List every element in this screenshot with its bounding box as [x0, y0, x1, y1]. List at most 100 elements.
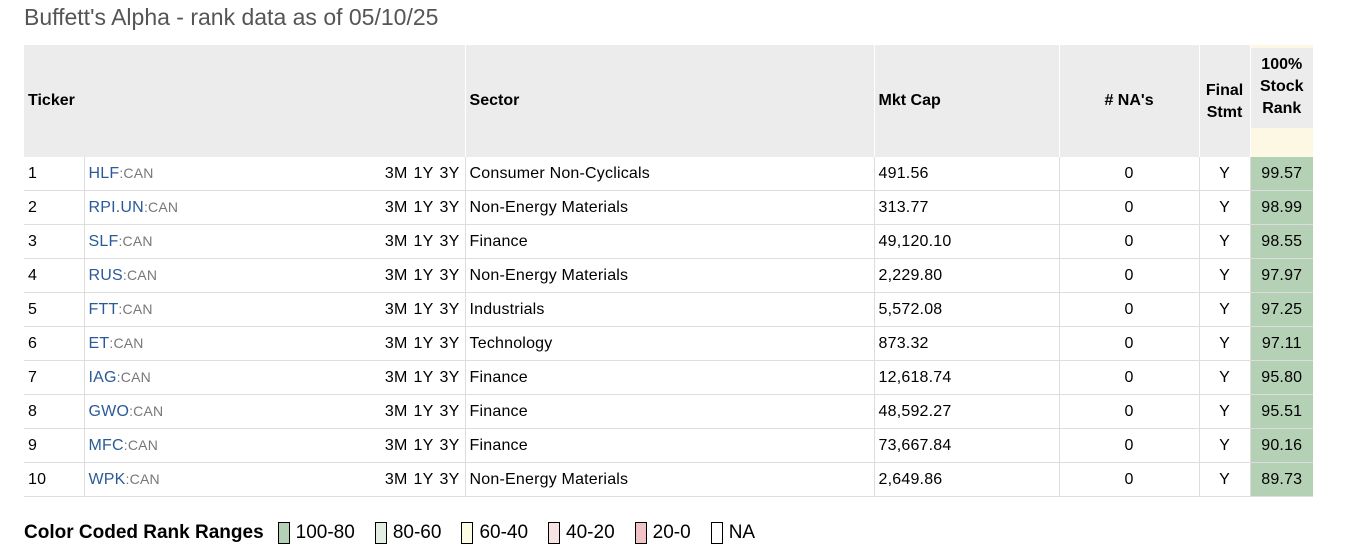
row-number: 4	[24, 258, 84, 293]
period-link-3m[interactable]: 3M	[384, 403, 408, 420]
period-link-3m[interactable]: 3M	[384, 301, 408, 318]
header-nas[interactable]: # NA's	[1058, 45, 1200, 157]
header-sector[interactable]: Sector	[464, 45, 875, 157]
sector-cell: Industrials	[464, 292, 875, 327]
period-link-3y[interactable]: 3Y	[439, 199, 460, 216]
period-links: 3M 1Y 3Y	[385, 199, 460, 217]
header-rank-line2: Stock	[1259, 78, 1304, 95]
sector-cell: Technology	[464, 326, 875, 361]
sector-cell: Non-Energy Materials	[464, 258, 875, 293]
exchange-label: :CAN	[125, 470, 160, 487]
period-link-1y[interactable]: 1Y	[413, 233, 434, 250]
sector-cell: Non-Energy Materials	[464, 190, 875, 225]
header-mktcap[interactable]: Mkt Cap	[873, 45, 1060, 157]
table-row: 7 IAG:CAN 3M 1Y 3Y Finance 12,618.74 0 Y 95.80	[24, 360, 1314, 395]
row-number: 5	[24, 292, 84, 327]
final-stmt-cell: Y	[1198, 224, 1251, 259]
header-final-line1: Final	[1205, 82, 1244, 99]
table-row: 2 RPI.UN:CAN 3M 1Y 3Y Non-Energy Materials 313…	[24, 190, 1314, 225]
period-link-1y[interactable]: 1Y	[413, 369, 434, 386]
ticker-link[interactable]: RPI.UN	[88, 198, 144, 216]
ticker-link[interactable]: RUS	[88, 266, 123, 284]
stock-rank-cell: 99.57	[1249, 157, 1314, 191]
period-link-3m[interactable]: 3M	[384, 437, 408, 454]
period-link-3y[interactable]: 3Y	[439, 301, 460, 318]
ticker-link[interactable]: MFC	[88, 436, 124, 454]
legend-item: 80-60	[374, 522, 441, 544]
period-link-1y[interactable]: 1Y	[413, 335, 434, 352]
period-link-3m[interactable]: 3M	[384, 471, 408, 488]
final-stmt-cell: Y	[1198, 326, 1251, 361]
legend-swatch	[277, 522, 290, 544]
nas-cell: 0	[1058, 292, 1200, 327]
row-number: 8	[24, 394, 84, 429]
page-title: Buffett's Alpha - rank data as of 05/10/…	[24, 4, 439, 30]
final-stmt-cell: Y	[1198, 360, 1251, 395]
ticker-cell: FTT:CAN 3M 1Y 3Y	[83, 292, 466, 327]
nas-cell: 0	[1058, 360, 1200, 395]
period-link-3y[interactable]: 3Y	[439, 471, 460, 488]
ticker-link[interactable]: WPK	[88, 470, 126, 488]
table-row: 1 HLF:CAN 3M 1Y 3Y Consumer Non-Cyclicals 491.…	[24, 157, 1314, 191]
rank-table: Ticker Sector Mkt Cap # NA's Final Stmt …	[24, 45, 1314, 497]
period-link-3y[interactable]: 3Y	[439, 403, 460, 420]
period-links: 3M 1Y 3Y	[385, 471, 460, 489]
exchange-label: :CAN	[118, 232, 153, 249]
row-number: 1	[24, 157, 84, 191]
period-links: 3M 1Y 3Y	[385, 369, 460, 387]
legend-item: NA	[710, 522, 756, 544]
legend-swatch	[374, 522, 387, 544]
period-link-1y[interactable]: 1Y	[413, 165, 434, 182]
nas-cell: 0	[1058, 462, 1200, 497]
legend-label: NA	[728, 522, 756, 543]
ticker-link[interactable]: HLF	[88, 164, 120, 182]
period-link-3y[interactable]: 3Y	[439, 369, 460, 386]
exchange-label: :CAN	[118, 300, 153, 317]
header-stock-rank[interactable]: 100% Stock Rank	[1249, 45, 1314, 157]
period-link-3m[interactable]: 3M	[384, 267, 408, 284]
stock-rank-cell: 98.55	[1249, 224, 1314, 259]
period-link-1y[interactable]: 1Y	[413, 403, 434, 420]
nas-cell: 0	[1058, 258, 1200, 293]
stock-rank-cell: 95.80	[1249, 360, 1314, 395]
table-row: 8 GWO:CAN 3M 1Y 3Y Finance 48,592.27 0 Y 95.51	[24, 394, 1314, 429]
header-rank-line3: Rank	[1262, 100, 1302, 117]
period-link-1y[interactable]: 1Y	[413, 471, 434, 488]
sector-cell: Finance	[464, 394, 875, 429]
legend-label: 20-0	[652, 522, 691, 543]
period-link-3y[interactable]: 3Y	[439, 267, 460, 284]
stock-rank-cell: 95.51	[1249, 394, 1314, 429]
legend-label: 60-40	[479, 522, 529, 543]
period-link-3m[interactable]: 3M	[384, 335, 408, 352]
period-link-3m[interactable]: 3M	[384, 199, 408, 216]
legend-item: 20-0	[634, 522, 691, 544]
exchange-label: :CAN	[119, 164, 154, 181]
ticker-link[interactable]: GWO	[88, 402, 130, 420]
period-link-1y[interactable]: 1Y	[413, 437, 434, 454]
sector-cell: Finance	[464, 360, 875, 395]
mktcap-cell: 73,667.84	[873, 428, 1060, 463]
period-link-3m[interactable]: 3M	[384, 165, 408, 182]
period-link-3y[interactable]: 3Y	[439, 165, 460, 182]
period-link-1y[interactable]: 1Y	[413, 301, 434, 318]
nas-cell: 0	[1058, 157, 1200, 191]
period-link-1y[interactable]: 1Y	[413, 267, 434, 284]
period-links: 3M 1Y 3Y	[385, 403, 460, 421]
final-stmt-cell: Y	[1198, 292, 1251, 327]
ticker-link[interactable]: IAG	[88, 368, 117, 386]
period-link-3y[interactable]: 3Y	[439, 335, 460, 352]
header-final-stmt[interactable]: Final Stmt	[1198, 45, 1251, 157]
ticker-link[interactable]: SLF	[88, 232, 119, 250]
mktcap-cell: 2,229.80	[873, 258, 1060, 293]
ticker-link[interactable]: ET	[88, 334, 110, 352]
period-link-1y[interactable]: 1Y	[413, 199, 434, 216]
final-stmt-cell: Y	[1198, 394, 1251, 429]
sector-cell: Consumer Non-Cyclicals	[464, 157, 875, 191]
period-link-3y[interactable]: 3Y	[439, 437, 460, 454]
header-ticker[interactable]: Ticker	[24, 45, 466, 157]
ticker-link[interactable]: FTT	[88, 300, 119, 318]
period-link-3m[interactable]: 3M	[384, 233, 408, 250]
exchange-label: :CAN	[122, 266, 158, 283]
period-link-3y[interactable]: 3Y	[439, 233, 460, 250]
period-link-3m[interactable]: 3M	[384, 369, 408, 386]
